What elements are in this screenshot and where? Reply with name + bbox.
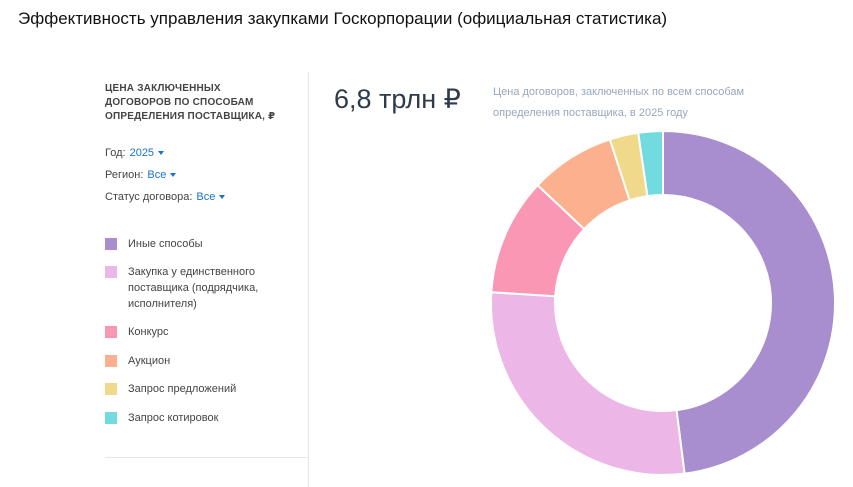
filter-label: Регион: [105,169,144,181]
donut-segment[interactable] [662,129,837,475]
legend-swatch [105,355,117,367]
filter-dropdown[interactable]: Все [196,191,216,203]
divider [105,457,308,458]
legend-item: Запрос предложений [105,381,278,397]
legend-swatch [105,266,117,278]
total-description: Цена договоров, заключенных по всем спос… [493,86,745,119]
legend-label: Закупка у единственного поставщика (подр… [128,266,259,310]
dropdown-caret[interactable] [158,151,165,156]
legend-label: Запрос предложений [128,383,237,395]
donut-segment[interactable] [490,291,686,476]
legend-item: Иные способы [105,236,278,252]
filter: Год: 2025 [105,147,165,159]
filter: Статус договора: Все [105,191,226,203]
legend-label: Запрос котировок [128,412,219,424]
legend-label: Иные способы [128,238,203,250]
divider [308,72,309,487]
legend-label: Конкурс [128,326,169,338]
legend-label: Аукцион [128,355,171,367]
legend-swatch [105,383,117,395]
filter: Регион: Все [105,169,177,181]
legend-item: Конкурс [105,324,278,340]
page-title: Эффективность управления закупками Госко… [18,9,668,28]
total-value: 6,8 трлн ₽ [334,84,461,114]
panel-heading: ЦЕНА ЗАКЛЮЧЕННЫХ ДОГОВОРОВ ПО СПОСОБАМ О… [105,83,276,122]
legend-swatch [105,412,117,424]
filter-label: Статус договора: [105,191,193,203]
filter-label: Год: [105,147,126,159]
dropdown-caret[interactable] [170,173,177,178]
filter-dropdown[interactable]: Все [147,169,167,181]
legend-item: Закупка у единственного поставщика (подр… [105,264,278,312]
filter-dropdown[interactable]: 2025 [129,147,155,159]
dropdown-caret[interactable] [219,195,226,200]
legend-swatch [105,326,117,338]
legend-swatch [105,238,117,250]
donut-segment[interactable] [637,129,664,198]
legend-item: Запрос котировок [105,410,278,426]
legend-item: Аукцион [105,353,278,369]
